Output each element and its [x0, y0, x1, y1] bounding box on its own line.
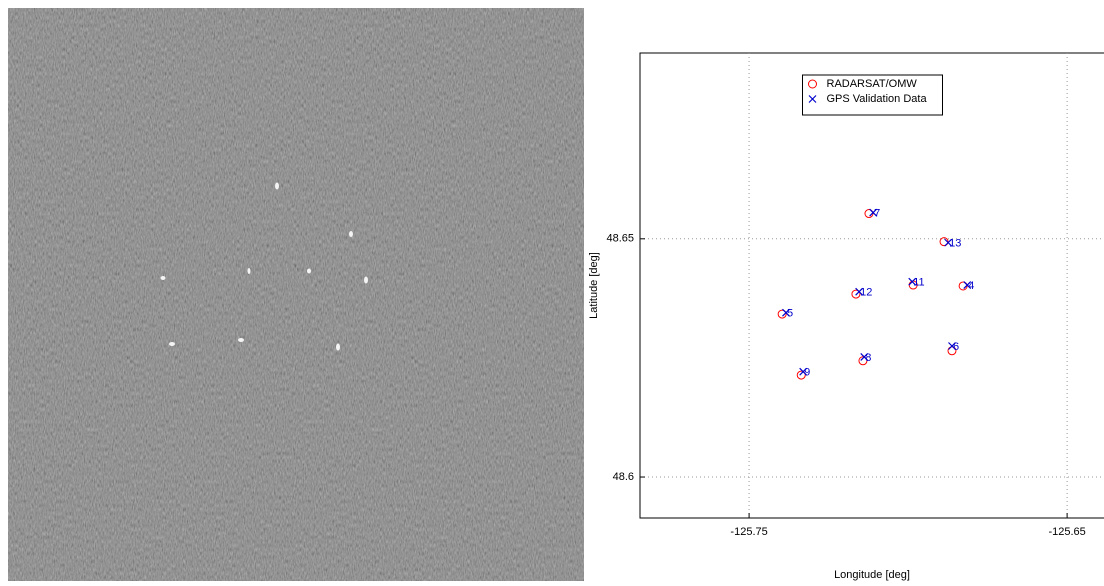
legend: RADARSAT/OMW GPS Validation Data: [802, 74, 943, 116]
x-axis-label: Longitude [deg]: [834, 569, 910, 581]
image-texture: [8, 8, 584, 581]
x-marker: [869, 208, 878, 217]
legend-box: [802, 74, 943, 116]
x-tick-label: -125.75: [730, 526, 767, 538]
sar-image: [8, 8, 584, 581]
point-label: 9: [804, 367, 810, 379]
point-label: 11: [913, 277, 924, 289]
circle-marker: [851, 289, 861, 299]
x-marker: [963, 281, 972, 289]
y-tick-label: 48.6: [613, 471, 634, 483]
x-marker: [944, 238, 953, 247]
x-marker: [948, 342, 956, 350]
legend-label: GPS Validation Data: [827, 93, 928, 105]
circle-marker: [777, 309, 787, 319]
x-marker: [860, 353, 869, 361]
y-axis-label: Latitude [deg]: [588, 252, 600, 319]
x-marker: [855, 287, 864, 296]
x-tick-label: -125.65: [1048, 526, 1085, 538]
point-label: 6: [953, 341, 959, 353]
plot: -125.75 -125.65 48.6 48.65 Longitude [deg] La…: [588, 52, 1104, 581]
x-marker: [908, 277, 917, 286]
legend-label: RADARSAT/OMW: [827, 78, 918, 90]
plot-area: [639, 52, 1104, 519]
x-marker: [799, 367, 808, 376]
circle-marker: [858, 356, 868, 366]
legend-marker: [808, 95, 817, 103]
point-label: 5: [787, 308, 793, 320]
y-tick-label: 48.65: [606, 233, 634, 245]
bright-targets: [160, 182, 368, 351]
point-label: 12: [860, 287, 872, 299]
circle-marker: [796, 370, 806, 380]
legend-marker: [808, 79, 817, 89]
point-label: 13: [949, 238, 961, 250]
x-marker: [782, 308, 790, 317]
point-label: 7: [874, 208, 880, 220]
point-label: 4: [968, 280, 974, 292]
point-label: 8: [865, 352, 871, 364]
